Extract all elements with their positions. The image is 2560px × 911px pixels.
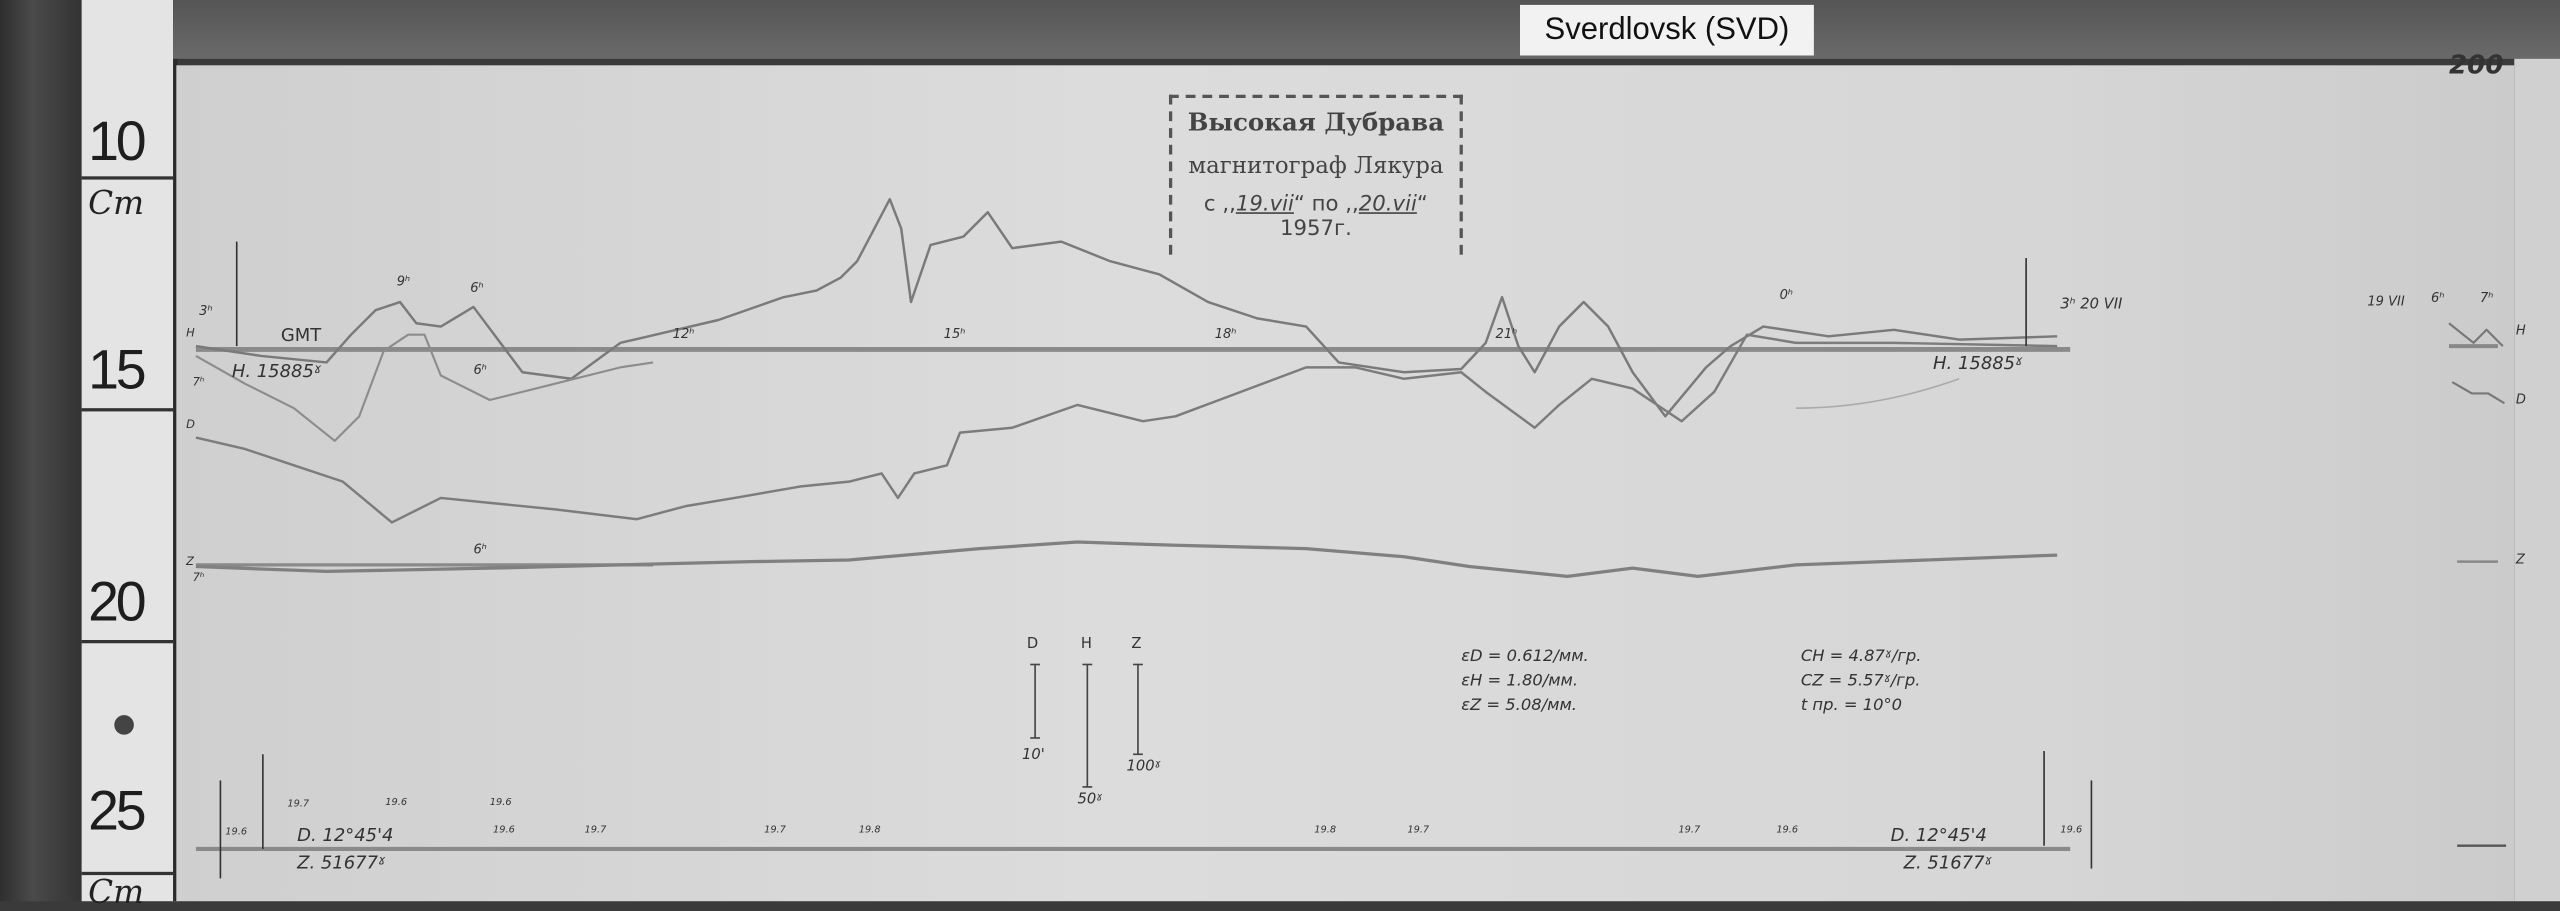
sheet-edge <box>2514 58 2560 902</box>
temperature-label: 19.6 <box>493 824 515 836</box>
temperature-label: 19.6 <box>489 796 512 809</box>
sensitivities: εD = 0.612/мм. εH = 1.80/мм. εZ = 5.08/м… <box>1461 645 1589 718</box>
top-frame <box>173 0 2560 59</box>
magnetogram-sheet <box>176 65 2515 902</box>
temperature-label: 19.6 <box>225 826 248 838</box>
hour-label: 21ʰ <box>1495 326 1518 342</box>
temperature-label: 19.7 <box>1678 824 1701 836</box>
d-base-right: D. 12°45'4 <box>1890 824 1987 846</box>
coefficient-h: CH = 4.87ˠ/гр. <box>1800 648 1922 667</box>
stamp-year: “ 1957г. <box>1279 192 1428 242</box>
z-base-right: Z. 51677ˠ <box>1903 852 1993 874</box>
label-gmt: GMT <box>280 324 322 347</box>
stamp-station: Высокая Дубрава <box>1187 107 1445 138</box>
label-9h: 9ʰ <box>396 274 411 289</box>
temperature-label: 19.7 <box>1407 824 1430 836</box>
label-7h: 7ʰ <box>192 375 205 389</box>
stamp-dates: с ,,19.vii“ по ,,20.vii“ 1957г. <box>1172 193 1459 242</box>
station-label: Sverdlovsk (SVD) <box>1519 4 1814 56</box>
label-6h-b: 6ʰ <box>473 362 487 378</box>
label-d: D <box>186 417 195 432</box>
coefficients: CH = 4.87ˠ/гр. CZ = 5.57ˠ/гр. t пр. = 10… <box>1801 645 1922 718</box>
wooden-frame <box>0 0 82 902</box>
coefficient-z: CZ = 5.57ˠ/гр. <box>1800 672 1921 691</box>
extra-h-trace <box>2448 322 2504 347</box>
label-h-base-left: H. 15885ˠ <box>231 360 322 383</box>
extra-6h: 6ʰ <box>2431 290 2445 306</box>
hour-label: 0ʰ <box>1779 287 1794 303</box>
extra-d: D <box>2515 391 2526 407</box>
scale-bar-z-label: Z <box>1131 636 1142 654</box>
ruler-unit: Cm <box>88 182 145 223</box>
h-trace <box>195 197 2058 418</box>
label-3h-20vii: 3ʰ 20 VII <box>2060 297 2123 314</box>
temperature-label: 19.6 <box>2060 824 2083 836</box>
temperature-label: 19.6 <box>1776 824 1799 836</box>
scale-bar-d-label: D <box>1026 636 1039 654</box>
stamp-instrument: магнитограф Лякура <box>1188 153 1444 180</box>
station-stamp: Высокая Дубрава магнитограф Лякура с ,,1… <box>1168 94 1463 255</box>
stamp-from-date: 19.vii <box>1235 192 1294 218</box>
time-marker-arrows <box>219 241 2093 879</box>
ruler-tick <box>81 176 174 180</box>
label-z: Z <box>186 555 194 569</box>
z-base-left: Z. 51677ˠ <box>297 852 386 874</box>
sensitivity-z: εZ = 5.08/мм. <box>1461 697 1577 716</box>
temperature-ref: t пр. = 10°0 <box>1800 697 1903 716</box>
label-6h-c: 6ʰ <box>473 542 487 557</box>
sensitivity-d: εD = 0.612/мм. <box>1461 648 1589 667</box>
d-trace <box>195 333 2058 524</box>
label-h: H <box>186 326 195 340</box>
scale-bars <box>1030 663 1143 788</box>
sensitivity-h: εH = 1.80/мм. <box>1461 672 1579 691</box>
label-6h: 6ʰ <box>470 280 484 296</box>
ruler-mark: 10 <box>88 111 146 174</box>
extra-h: H <box>2515 323 2526 338</box>
temperature-label: 19.7 <box>584 824 607 836</box>
scale-bar-z-value: 100ˠ <box>1126 759 1161 776</box>
hour-label: 15ʰ <box>943 326 966 342</box>
stamp-to-prefix: “ по ,, <box>1293 192 1359 218</box>
sheet-number: 200 <box>2448 48 2504 80</box>
temperature-label: 19.8 <box>858 824 881 836</box>
scale-bar-h-label: H <box>1080 636 1092 654</box>
scale-bar-h-value: 50ˠ <box>1077 791 1103 809</box>
z-trace <box>195 540 2058 578</box>
extra-z: Z <box>2515 551 2525 567</box>
h-trace-2 <box>195 333 654 442</box>
pencil-mark <box>1795 378 1960 409</box>
d-base-left: D. 12°45'4 <box>297 824 394 846</box>
ruler: 10 Cm 15 20 25 Cm <box>81 0 178 911</box>
ruler-mark: 25 <box>88 780 146 843</box>
ruler-tick <box>81 639 174 644</box>
ruler-mark: 20 <box>88 571 146 634</box>
scale-bar-d-value: 10' <box>1022 747 1045 765</box>
extra-d-trace <box>2451 381 2506 405</box>
hour-label: 18ʰ <box>1214 326 1237 342</box>
stamp-from-prefix: с ,, <box>1203 192 1236 218</box>
ruler-mark: 15 <box>88 339 146 402</box>
extra-date: 19 VII <box>2367 293 2405 309</box>
stamp-to-date: 20.vii <box>1358 192 1417 218</box>
temperature-label: 19.8 <box>1314 824 1337 836</box>
label-h-base-right: H. 15885ˠ <box>1933 352 2023 374</box>
hour-label: 12ʰ <box>672 326 695 342</box>
temperature-label: 19.6 <box>385 796 408 809</box>
label-3h: 3ʰ <box>199 303 213 319</box>
label-z-7h: 7ʰ <box>192 571 205 585</box>
ruler-tick <box>81 408 174 412</box>
extra-7h: 7ʰ <box>2479 290 2494 306</box>
ruler-hole <box>114 715 134 735</box>
temperature-label: 19.7 <box>764 824 786 836</box>
temperature-label: 19.7 <box>287 798 310 810</box>
ruler-tick <box>81 871 174 876</box>
